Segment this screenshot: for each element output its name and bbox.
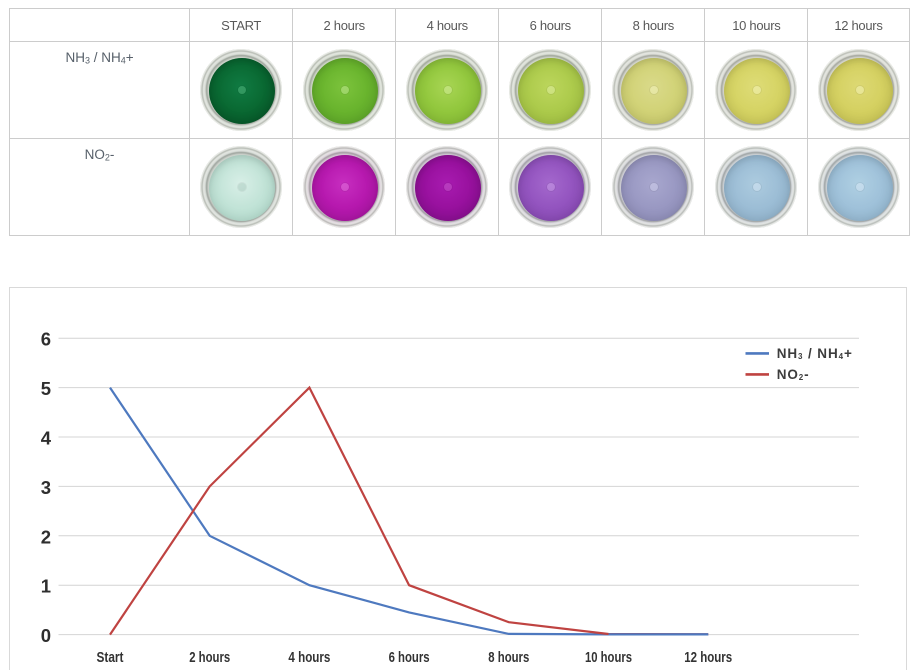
svg-text:4 hours: 4 hours	[288, 649, 330, 666]
svg-text:0: 0	[41, 625, 51, 646]
svg-text:6: 6	[41, 329, 51, 350]
svg-text:6 hours: 6 hours	[389, 649, 430, 666]
svg-text:3: 3	[41, 477, 51, 498]
svg-text:10 hours: 10 hours	[585, 649, 632, 666]
svg-text:12 hours: 12 hours	[684, 649, 732, 666]
svg-text:2: 2	[41, 526, 51, 547]
svg-text:1: 1	[41, 576, 51, 597]
svg-text:4: 4	[41, 428, 52, 449]
svg-text:NH3 / NH4+: NH3 / NH4+	[777, 346, 853, 361]
svg-text:8 hours: 8 hours	[488, 649, 529, 666]
svg-text:5: 5	[41, 378, 51, 399]
svg-text:NO2-: NO2-	[777, 367, 810, 382]
svg-text:Start: Start	[97, 649, 124, 666]
svg-text:2 hours: 2 hours	[189, 649, 230, 666]
